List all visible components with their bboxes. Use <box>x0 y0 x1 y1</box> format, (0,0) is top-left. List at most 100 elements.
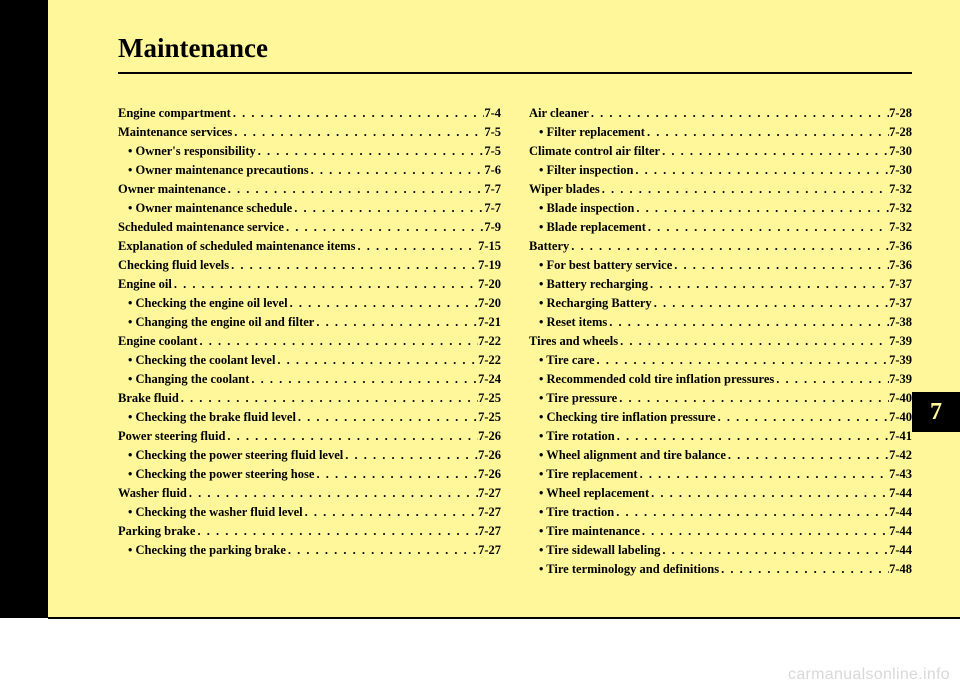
toc-label: • Recharging Battery <box>539 294 652 313</box>
toc-label: Climate control air filter <box>529 142 660 161</box>
toc-page: 7-4 <box>484 104 501 123</box>
toc-label: Brake fluid <box>118 389 179 408</box>
toc-page: 7-26 <box>478 446 501 465</box>
toc-leader-dots: . . . . . . . . . . . . . . . . . . . . … <box>288 294 479 313</box>
toc-entry: • Checking the power steering fluid leve… <box>118 446 501 465</box>
toc-page: 7-28 <box>889 104 912 123</box>
toc-label: • Battery recharging <box>539 275 648 294</box>
toc-label: • Filter inspection <box>539 161 633 180</box>
toc-label: • Recommended cold tire inflation pressu… <box>539 370 774 389</box>
toc-entry: • Filter replacement . . . . . . . . . .… <box>529 123 912 142</box>
toc-entry: • Recharging Battery . . . . . . . . . .… <box>529 294 912 313</box>
toc-label: Engine compartment <box>118 104 231 123</box>
toc-label: • Tire sidewall labeling <box>539 541 660 560</box>
toc-leader-dots: . . . . . . . . . . . . . . . . . . . . … <box>314 313 478 332</box>
toc-leader-dots: . . . . . . . . . . . . . . . . . . . . … <box>356 237 479 256</box>
toc-label: • Reset items <box>539 313 607 332</box>
toc-leader-dots: . . . . . . . . . . . . . . . . . . . . … <box>314 465 478 484</box>
toc-entry: Explanation of scheduled maintenance ite… <box>118 237 501 256</box>
toc-page: 7-6 <box>484 161 501 180</box>
toc-leader-dots: . . . . . . . . . . . . . . . . . . . . … <box>726 446 889 465</box>
toc-entry: • For best battery service . . . . . . .… <box>529 256 912 275</box>
toc-entry: Checking fluid levels . . . . . . . . . … <box>118 256 501 275</box>
toc-leader-dots: . . . . . . . . . . . . . . . . . . . . … <box>292 199 484 218</box>
toc-label: Engine oil <box>118 275 172 294</box>
toc-page: 7-24 <box>478 370 501 389</box>
toc-label: • Checking tire inflation pressure <box>539 408 716 427</box>
toc-label: • Blade replacement <box>539 218 646 237</box>
toc-label: • Checking the parking brake <box>128 541 286 560</box>
toc-leader-dots: . . . . . . . . . . . . . . . . . . . . … <box>660 541 889 560</box>
toc-page: 7-15 <box>478 237 501 256</box>
toc-leader-dots: . . . . . . . . . . . . . . . . . . . . … <box>645 123 889 142</box>
toc-label: • Filter replacement <box>539 123 645 142</box>
toc-leader-dots: . . . . . . . . . . . . . . . . . . . . … <box>716 408 889 427</box>
toc-label: • For best battery service <box>539 256 672 275</box>
toc-leader-dots: . . . . . . . . . . . . . . . . . . . . … <box>618 332 889 351</box>
toc-entry: • Battery recharging . . . . . . . . . .… <box>529 275 912 294</box>
toc-page: 7-28 <box>889 123 912 142</box>
toc-leader-dots: . . . . . . . . . . . . . . . . . . . . … <box>286 541 478 560</box>
toc-container: Engine compartment . . . . . . . . . . .… <box>118 104 912 579</box>
toc-leader-dots: . . . . . . . . . . . . . . . . . . . . … <box>232 123 484 142</box>
toc-entry: • Wheel alignment and tire balance . . .… <box>529 446 912 465</box>
toc-page: 7-27 <box>478 503 501 522</box>
toc-page: 7-44 <box>889 484 912 503</box>
toc-entry: Engine compartment . . . . . . . . . . .… <box>118 104 501 123</box>
toc-label: • Checking the coolant level <box>128 351 275 370</box>
toc-label: Wiper blades <box>529 180 600 199</box>
toc-label: • Tire terminology and definitions <box>539 560 719 579</box>
toc-leader-dots: . . . . . . . . . . . . . . . . . . . . … <box>275 351 478 370</box>
toc-entry: • Tire care . . . . . . . . . . . . . . … <box>529 351 912 370</box>
page-title: Maintenance <box>118 33 268 64</box>
toc-leader-dots: . . . . . . . . . . . . . . . . . . . . … <box>569 237 889 256</box>
toc-label: • Tire care <box>539 351 595 370</box>
toc-page: 7-37 <box>889 275 912 294</box>
toc-entry: Scheduled maintenance service . . . . . … <box>118 218 501 237</box>
toc-leader-dots: . . . . . . . . . . . . . . . . . . . . … <box>172 275 478 294</box>
toc-page: 7-30 <box>889 161 912 180</box>
toc-leader-dots: . . . . . . . . . . . . . . . . . . . . … <box>638 465 890 484</box>
toc-entry: • Tire traction . . . . . . . . . . . . … <box>529 503 912 522</box>
toc-label: Washer fluid <box>118 484 187 503</box>
toc-label: • Wheel replacement <box>539 484 649 503</box>
toc-entry: • Tire pressure . . . . . . . . . . . . … <box>529 389 912 408</box>
toc-entry: • Owner maintenance schedule . . . . . .… <box>118 199 501 218</box>
toc-page: 7-39 <box>889 351 912 370</box>
toc-page: 7-27 <box>478 484 501 503</box>
toc-label: • Owner maintenance schedule <box>128 199 292 218</box>
toc-page: 7-39 <box>889 370 912 389</box>
toc-label: • Owner maintenance precautions <box>128 161 309 180</box>
toc-leader-dots: . . . . . . . . . . . . . . . . . . . . … <box>607 313 889 332</box>
toc-entry: Wiper blades . . . . . . . . . . . . . .… <box>529 180 912 199</box>
toc-label: • Tire maintenance <box>539 522 640 541</box>
toc-page: 7-22 <box>478 351 501 370</box>
toc-page: 7-26 <box>478 427 501 446</box>
toc-column-right: Air cleaner . . . . . . . . . . . . . . … <box>529 104 912 579</box>
toc-label: • Tire replacement <box>539 465 638 484</box>
toc-leader-dots: . . . . . . . . . . . . . . . . . . . . … <box>672 256 889 275</box>
toc-entry: • Tire sidewall labeling . . . . . . . .… <box>529 541 912 560</box>
bottom-rule <box>48 617 960 619</box>
toc-label: • Checking the washer fluid level <box>128 503 303 522</box>
toc-page: 7-32 <box>889 199 912 218</box>
toc-page: 7-44 <box>889 541 912 560</box>
toc-page: 7-5 <box>484 123 501 142</box>
toc-entry: Battery . . . . . . . . . . . . . . . . … <box>529 237 912 256</box>
toc-leader-dots: . . . . . . . . . . . . . . . . . . . . … <box>615 427 889 446</box>
toc-leader-dots: . . . . . . . . . . . . . . . . . . . . … <box>256 142 485 161</box>
header-rule <box>118 72 912 74</box>
toc-entry: • Recommended cold tire inflation pressu… <box>529 370 912 389</box>
toc-page: 7-20 <box>478 275 501 294</box>
toc-entry: • Wheel replacement . . . . . . . . . . … <box>529 484 912 503</box>
toc-leader-dots: . . . . . . . . . . . . . . . . . . . . … <box>303 503 478 522</box>
toc-entry: Brake fluid . . . . . . . . . . . . . . … <box>118 389 501 408</box>
toc-leader-dots: . . . . . . . . . . . . . . . . . . . . … <box>198 332 479 351</box>
toc-page: 7-7 <box>484 180 501 199</box>
watermark: carmanualsonline.info <box>788 666 950 684</box>
left-black-strip <box>0 0 48 618</box>
toc-leader-dots: . . . . . . . . . . . . . . . . . . . . … <box>296 408 478 427</box>
toc-leader-dots: . . . . . . . . . . . . . . . . . . . . … <box>179 389 478 408</box>
toc-page: 7-32 <box>889 180 912 199</box>
toc-label: Air cleaner <box>529 104 589 123</box>
